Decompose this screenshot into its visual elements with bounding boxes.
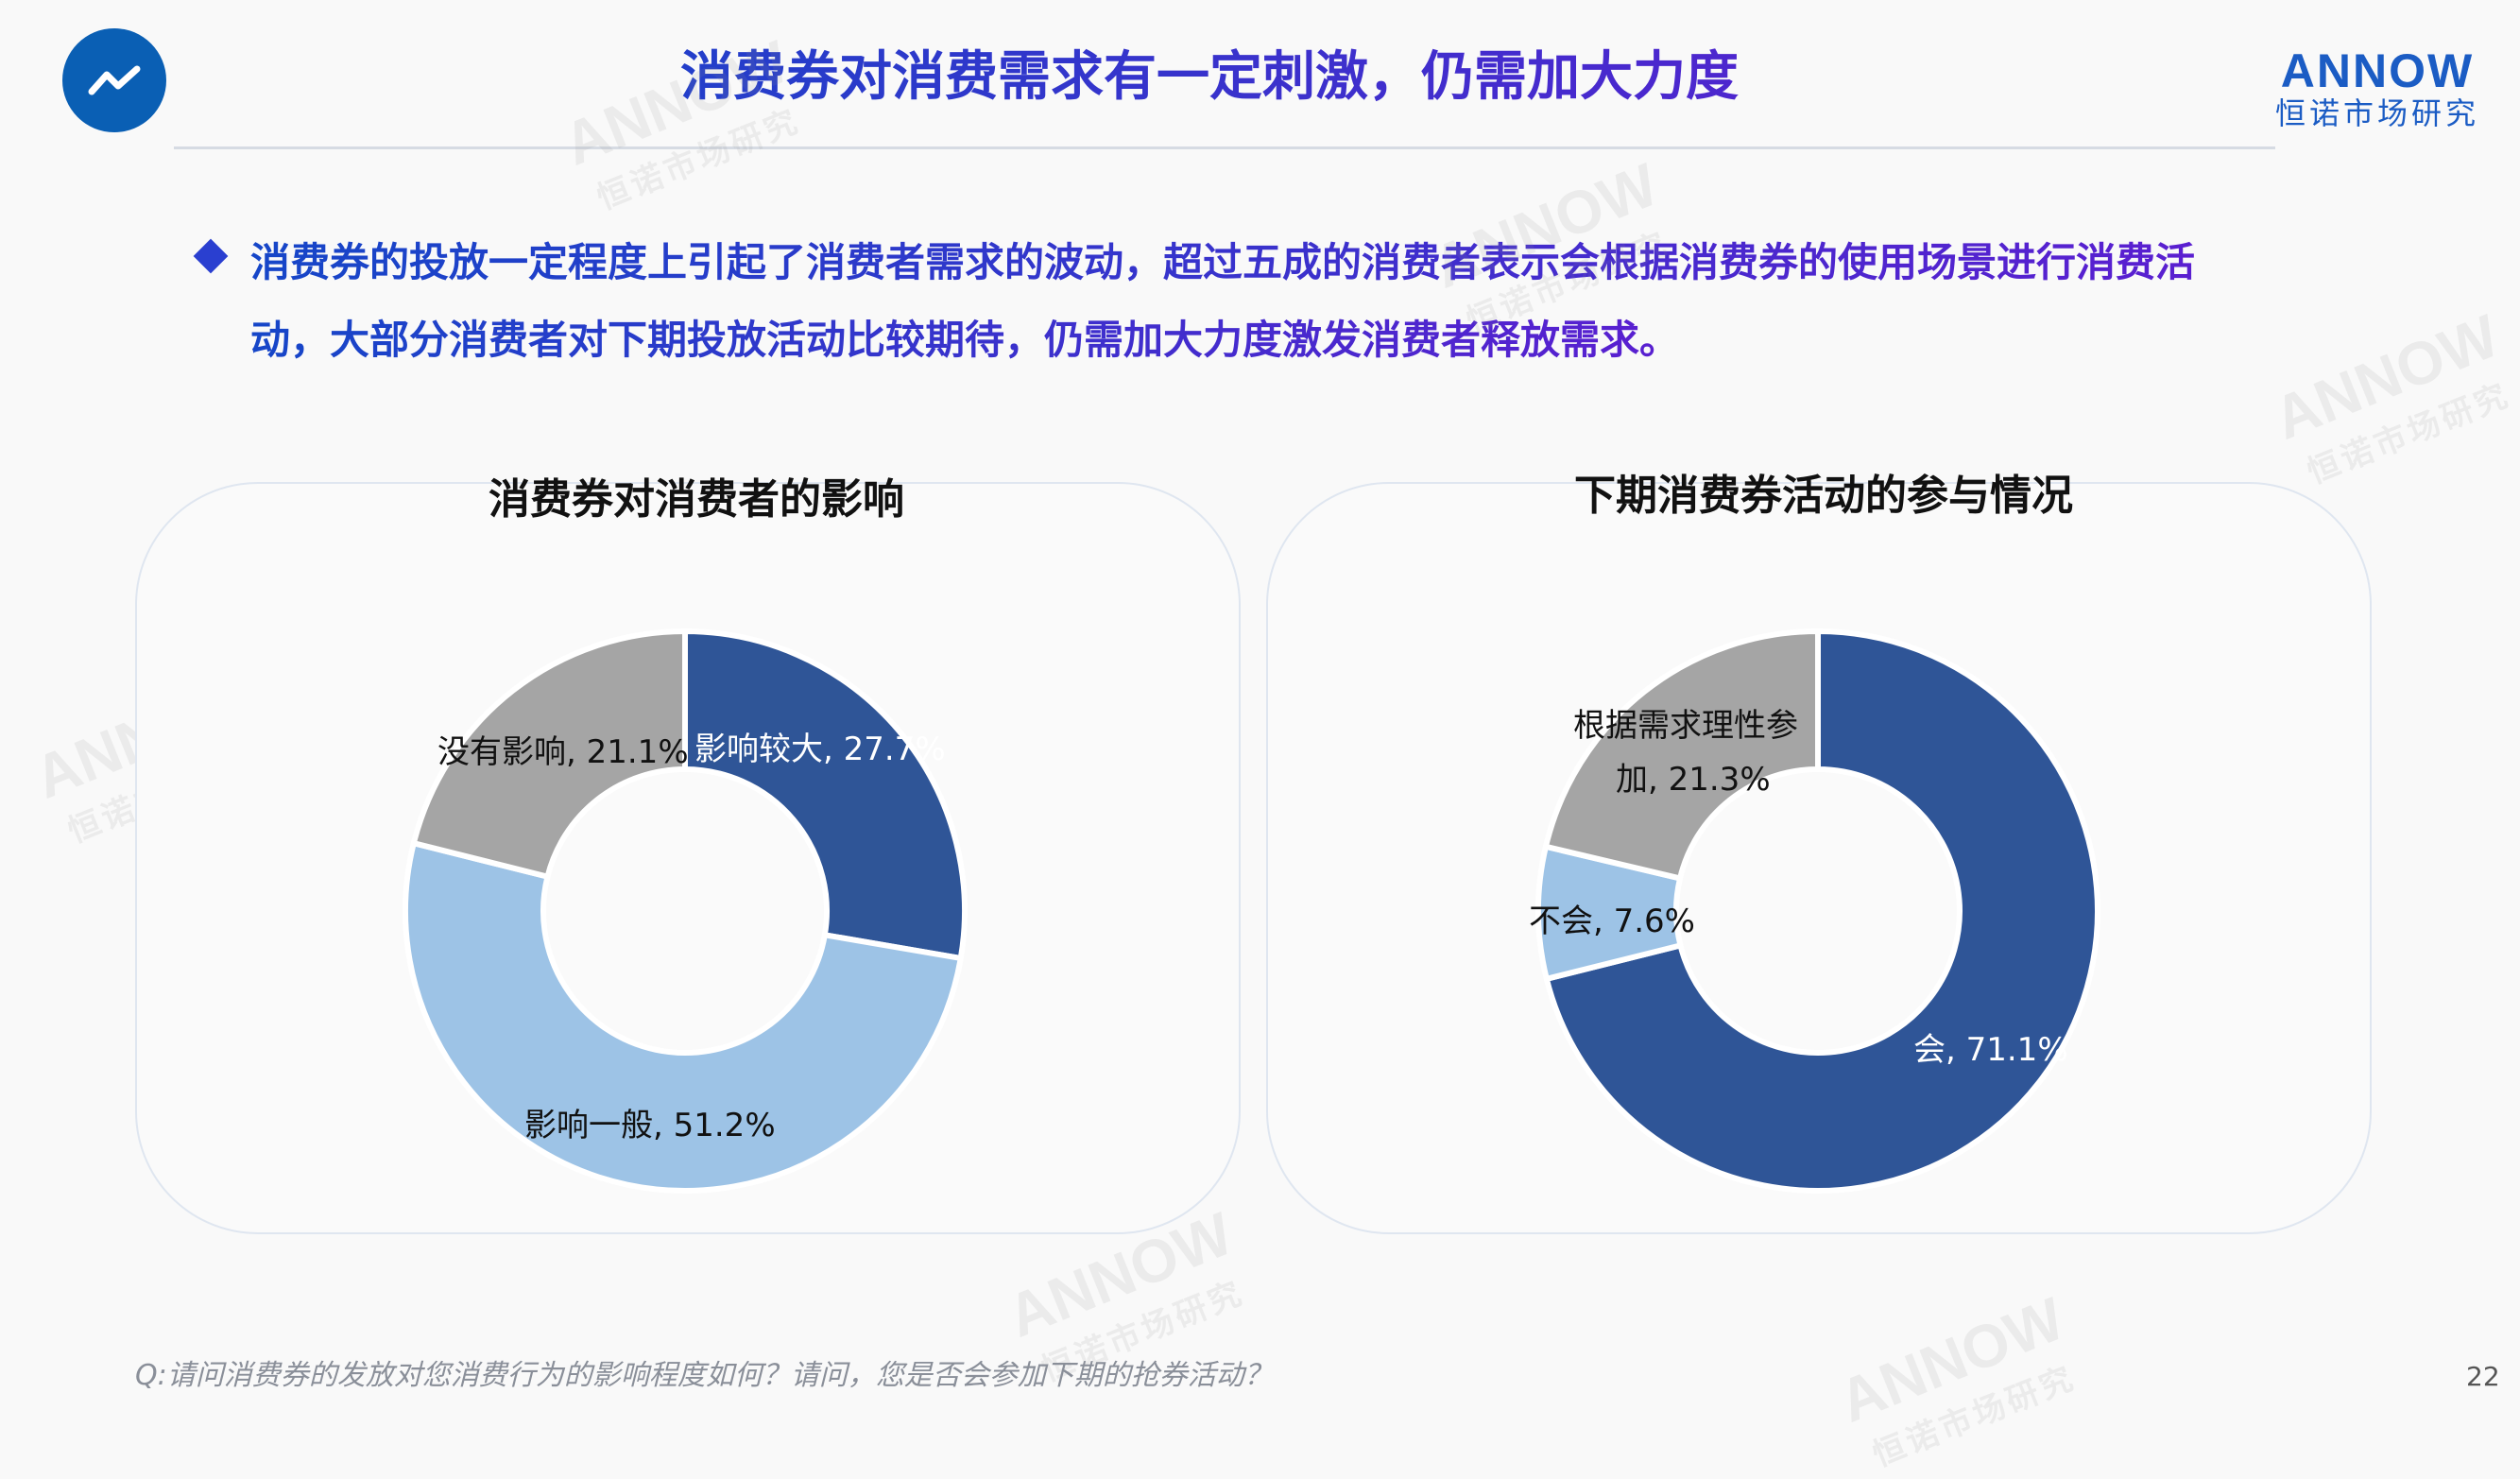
- summary-line-2: 动，大部分消费者对下期投放活动比较期待，仍需加大力度激发消费者释放需求。: [250, 308, 1679, 366]
- brand-logo-cn: 恒诺市场研究: [2274, 95, 2479, 131]
- label-rational-line1: 根据需求理性参: [1573, 707, 1798, 745]
- donut-slice-1-0: [1543, 628, 2100, 1194]
- brand-logo: ANNOW 恒诺市场研究: [2264, 45, 2491, 130]
- label-rational-line2: 加, 21.3%: [1616, 761, 1771, 799]
- donut-slice-1-2: [1542, 628, 1821, 883]
- label-impact-large: 影响较大, 27.7%: [694, 731, 946, 768]
- donut-slice-0-1: [402, 839, 965, 1195]
- survey-question: Q:请问消费券的发放对您消费行为的影响程度如何？请问，您是否会参加下期的抢券活动…: [135, 1359, 1273, 1392]
- page-title: 消费券对消费需求有一定刺激，仍需加大力度: [359, 34, 2060, 111]
- summary-line-1: 消费券的投放一定程度上引起了消费者需求的波动，超过五成的消费者表示会根据消费券的…: [250, 231, 2195, 288]
- donut-slice-0-2: [410, 628, 688, 881]
- label-impact-none: 没有影响, 21.1%: [437, 733, 689, 771]
- label-no: 不会, 7.6%: [1529, 903, 1695, 940]
- brand-logo-en: ANNOW: [2280, 44, 2475, 97]
- divider: [174, 146, 2275, 149]
- page-number: 22: [2466, 1361, 2500, 1392]
- label-impact-general: 影响一般, 51.2%: [524, 1107, 776, 1144]
- donut-charts: [402, 628, 2100, 1195]
- donut-slice-0-0: [682, 628, 968, 962]
- trend-line-icon: [62, 28, 166, 132]
- chart-title-impact: 消费券对消费者的影响: [489, 475, 904, 524]
- label-yes: 会, 71.1%: [1913, 1031, 2068, 1069]
- chart-title-participation: 下期消费券活动的参与情况: [1574, 472, 2073, 520]
